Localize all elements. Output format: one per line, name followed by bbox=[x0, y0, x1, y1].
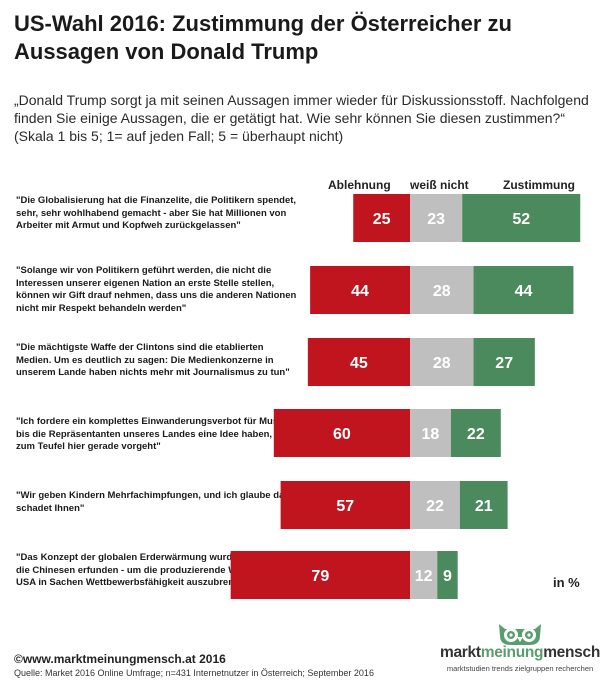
owl-icon bbox=[499, 624, 541, 645]
chart-title: US-Wahl 2016: Zustimmung der Österreiche… bbox=[14, 11, 512, 64]
bar-weiss-nicht bbox=[410, 551, 438, 599]
logo-part-mensch: mensch bbox=[543, 644, 600, 661]
bar-zustimmung bbox=[473, 266, 574, 314]
logo-wordmark: marktmeinungmensch bbox=[440, 644, 600, 662]
bar-ablehnung bbox=[307, 338, 410, 386]
logo-part-markt: markt bbox=[440, 644, 481, 661]
data-label: 22 bbox=[426, 498, 444, 515]
data-label: 44 bbox=[515, 283, 533, 300]
logo-part-meinung: meinung bbox=[480, 644, 544, 661]
statement-label: "Wir geben Kindern Mehrfachimpfungen, un… bbox=[16, 490, 290, 514]
bar-zustimmung bbox=[459, 481, 508, 529]
data-label: 45 bbox=[350, 355, 368, 372]
data-label: 27 bbox=[495, 355, 513, 372]
data-label: 79 bbox=[311, 568, 329, 585]
copyright-text: ©www.marktmeinungmensch.at 2016 bbox=[14, 652, 226, 666]
data-label: 28 bbox=[433, 355, 451, 372]
data-label: 60 bbox=[333, 426, 351, 443]
data-label: 44 bbox=[351, 283, 369, 300]
bar-ablehnung bbox=[353, 194, 410, 242]
logo-tagline: marktstudien trends zielgruppen recherch… bbox=[446, 664, 594, 673]
data-label: 28 bbox=[433, 283, 451, 300]
statement-label: "Das Konzept der globalen Erderwärmung w… bbox=[16, 552, 293, 588]
data-label: 52 bbox=[512, 211, 530, 228]
bar-ablehnung bbox=[310, 266, 410, 314]
chart-subtitle: „Donald Trump sorgt ja mit seinen Aussag… bbox=[14, 92, 589, 144]
data-label: 57 bbox=[336, 498, 354, 515]
unit-label: in % bbox=[553, 575, 580, 590]
bar-weiss-nicht bbox=[410, 266, 474, 314]
data-label: 23 bbox=[427, 211, 445, 228]
statement-label: "Ich fordere ein komplettes Einwanderung… bbox=[16, 416, 300, 452]
statement-label: "Die mächtigste Waffe der Clintons sind … bbox=[16, 342, 290, 378]
bar-zustimmung bbox=[437, 551, 458, 599]
bar-zustimmung bbox=[473, 338, 535, 386]
data-label: 18 bbox=[422, 426, 440, 443]
source-text: Quelle: Market 2016 Online Umfrage; n=43… bbox=[14, 668, 374, 678]
data-label: 25 bbox=[373, 211, 391, 228]
statement-label: "Solange wir von Politikern geführt werd… bbox=[16, 265, 297, 314]
bar-zustimmung bbox=[462, 194, 581, 242]
bar-zustimmung bbox=[450, 409, 501, 457]
legend-ablehnung: Ablehnung bbox=[328, 178, 391, 192]
bar-weiss-nicht bbox=[410, 481, 460, 529]
bar-ablehnung bbox=[230, 551, 410, 599]
data-label: 9 bbox=[443, 568, 452, 585]
bar-ablehnung bbox=[280, 481, 410, 529]
brand-logo: marktmeinungmensch marktstudien trends z… bbox=[440, 620, 600, 682]
legend-zustimmung: Zustimmung bbox=[503, 178, 575, 192]
bar-weiss-nicht bbox=[410, 338, 474, 386]
bar-weiss-nicht bbox=[410, 194, 463, 242]
statement-label: "Die Globalisierung hat die Finanzelite,… bbox=[16, 195, 297, 231]
data-label: 21 bbox=[475, 498, 493, 515]
bar-ablehnung bbox=[273, 409, 410, 457]
legend-weiss-nicht: weiß nicht bbox=[410, 178, 469, 192]
bar-weiss-nicht bbox=[410, 409, 451, 457]
data-label: 22 bbox=[467, 426, 485, 443]
data-label: 12 bbox=[415, 568, 433, 585]
